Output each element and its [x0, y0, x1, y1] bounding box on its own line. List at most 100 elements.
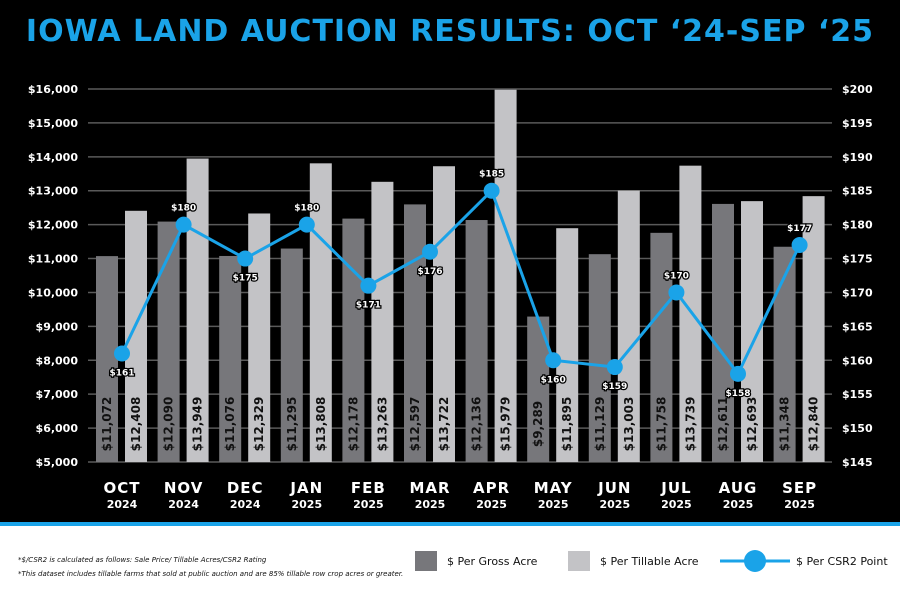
- footnote: *This dataset includes tillable farms th…: [18, 570, 404, 578]
- bar-tillable: [494, 89, 517, 462]
- csr2-point: [668, 284, 685, 301]
- bar-tillable: [556, 228, 579, 462]
- footnote: *$/CSR2 is calculated as follows: Sale P…: [18, 556, 267, 564]
- y-right-tick-label: $175: [842, 253, 873, 266]
- bar-gross: [96, 256, 118, 462]
- bar-value-label: $13,739: [683, 397, 697, 452]
- bar-value-label: $11,758: [654, 397, 668, 452]
- bar-gross: [404, 204, 426, 462]
- x-tick-label-year: 2024: [230, 498, 261, 511]
- bar-tillable: [433, 166, 455, 462]
- legend-swatch-csr2: [720, 550, 790, 572]
- csr2-point: [730, 365, 746, 382]
- csr2-point-label: $175: [233, 274, 258, 284]
- y-left-tick-label: $9,000: [36, 320, 79, 333]
- y-right-tick-label: $170: [842, 286, 873, 299]
- bar-value-label: $12,329: [252, 397, 266, 452]
- csr2-line: [120, 188, 801, 377]
- legend-label: $ Per Tillable Acre: [600, 554, 699, 568]
- bar-value-label: $12,178: [346, 397, 360, 452]
- x-tick-label-month: FEB: [351, 479, 386, 497]
- csr2-point-label: $177: [787, 224, 812, 234]
- csr2-point-label: $185: [479, 170, 504, 180]
- x-tick-label-year: 2025: [476, 498, 507, 511]
- y-right-tick-label: $180: [842, 219, 873, 232]
- csr2-point-label: $176: [417, 267, 442, 277]
- bar-value-label: $11,076: [223, 397, 237, 452]
- csr2-point: [545, 352, 562, 369]
- bar-value-label: $13,263: [375, 397, 389, 452]
- x-tick-label-month: APR: [473, 479, 510, 497]
- y-right-tick-label: $185: [842, 185, 873, 198]
- y-left-tick-label: $7,000: [36, 388, 79, 401]
- csr2-point-label: $170: [664, 271, 689, 281]
- bar-gross: [465, 220, 488, 462]
- y-left-tick-label: $6,000: [36, 422, 79, 435]
- x-tick-label-month: JUN: [597, 479, 631, 497]
- csr2-point-label: $158: [725, 389, 750, 399]
- x-tick-label-year: 2025: [661, 498, 692, 511]
- chart-title: IOWA LAND AUCTION RESULTS: OCT ‘24-SEP ‘…: [25, 14, 875, 49]
- y-left-tick-label: $8,000: [36, 354, 79, 367]
- bar-value-label: $13,949: [191, 397, 205, 452]
- x-tick-label-month: SEP: [782, 479, 817, 497]
- x-tick-label-month: JUL: [660, 479, 691, 497]
- bar-value-label: $15,979: [499, 397, 513, 452]
- csr2-point: [114, 345, 130, 362]
- x-tick-label-year: 2024: [168, 498, 199, 511]
- csr2-point-label: $161: [109, 368, 134, 378]
- y-right-tick-label: $145: [842, 456, 873, 469]
- legend-label: $ Per CSR2 Point: [796, 554, 888, 568]
- y-left-tick-label: $15,000: [28, 117, 78, 130]
- x-tick-label-year: 2025: [599, 498, 630, 511]
- y-right-tick-label: $165: [842, 320, 873, 333]
- bar-gross: [157, 221, 180, 462]
- y-right-tick-label: $150: [842, 422, 873, 435]
- y-left-tick-label: $10,000: [28, 286, 78, 299]
- bar-tillable: [248, 213, 271, 462]
- legend-label: $ Per Gross Acre: [447, 554, 538, 568]
- csr2-point: [422, 243, 438, 260]
- bar-value-label: $12,597: [408, 397, 422, 452]
- bar-value-label: $11,348: [778, 397, 792, 452]
- x-tick-label-month: JAN: [289, 479, 323, 497]
- y-right-tick-label: $195: [842, 117, 873, 130]
- bar-gross: [219, 255, 242, 462]
- legend-tillable: $ Per Tillable Acre: [568, 548, 699, 574]
- x-tick-label-year: 2025: [723, 498, 754, 511]
- y-left-tick-label: $11,000: [28, 253, 78, 266]
- csr2-point: [237, 250, 254, 267]
- bar-value-label: $11,129: [593, 397, 607, 452]
- csr2-point: [175, 216, 192, 233]
- bar-gross: [527, 316, 550, 462]
- bar-tillable: [741, 201, 763, 462]
- y-left-tick-label: $14,000: [28, 151, 78, 164]
- bar-value-label: $13,722: [437, 397, 451, 452]
- x-tick-label-month: MAY: [534, 479, 573, 497]
- chart: $5,000 $145 $6,000 $150 $7,000 $155 $8,000 $160…: [28, 83, 873, 511]
- y-right-tick-label: $200: [842, 83, 873, 96]
- bar-gross: [712, 203, 734, 462]
- bar-value-label: $12,090: [162, 397, 176, 452]
- bar-tillable: [802, 196, 825, 463]
- csr2-point-label: $171: [356, 301, 381, 311]
- bar-value-label: $11,072: [100, 397, 114, 452]
- y-right-tick-label: $160: [842, 354, 873, 367]
- y-right-tick-label: $190: [842, 151, 873, 164]
- footnotes: *$/CSR2 is calculated as follows: Sale P…: [18, 553, 403, 581]
- legend-gross: $ Per Gross Acre: [415, 548, 537, 574]
- y-left-tick-label: $5,000: [36, 456, 79, 469]
- bar-tillable: [371, 181, 394, 462]
- x-tick-label-year: 2025: [291, 498, 322, 511]
- x-tick-label-year: 2025: [538, 498, 569, 511]
- x-tick-label-month: OCT: [104, 479, 141, 497]
- csr2-point-label: $159: [602, 382, 627, 392]
- legend-swatch-gross: [415, 551, 437, 571]
- y-left-tick-label: $13,000: [28, 185, 78, 198]
- legend-swatch-tillable: [568, 551, 590, 571]
- bar-value-label: $12,693: [745, 397, 759, 452]
- bar-value-label: $12,840: [807, 397, 821, 452]
- bar-value-label: $13,808: [314, 397, 328, 452]
- bar-value-label: $13,003: [622, 397, 636, 452]
- bar-value-label: $11,895: [560, 397, 574, 452]
